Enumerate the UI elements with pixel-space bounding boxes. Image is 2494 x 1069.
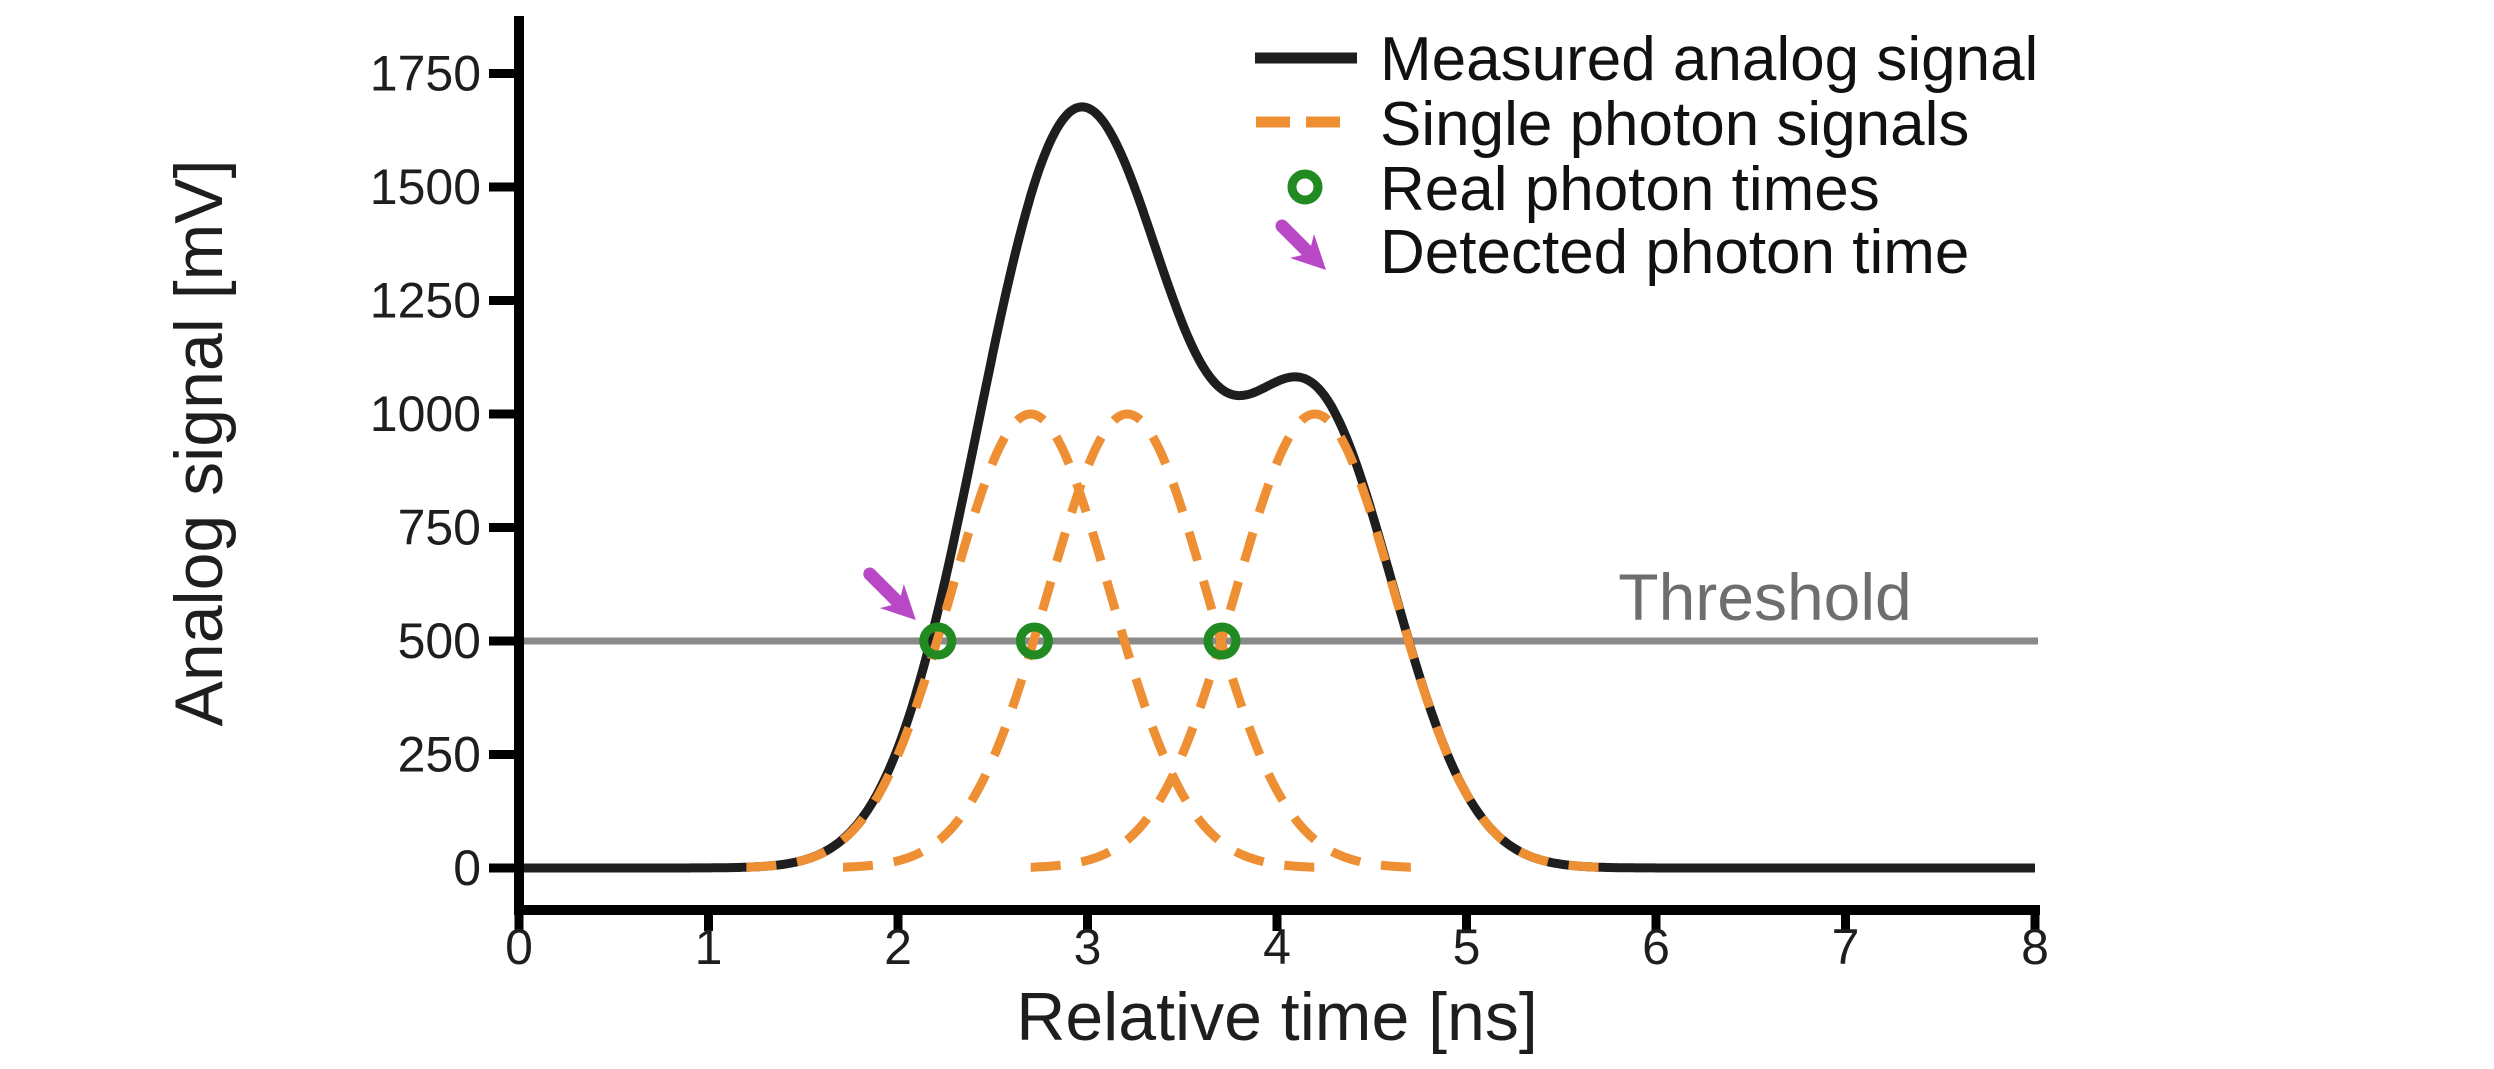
y-ticks <box>489 69 519 873</box>
real-photon-marker-2 <box>1015 622 1053 660</box>
x-tick-label-1: 1 <box>695 919 723 975</box>
single-photon-pulse-2 <box>840 409 1415 872</box>
y-tick-label-0: 0 <box>453 840 481 896</box>
single-photon-pulse-1 <box>743 409 1318 872</box>
legend-item-real-photon: Real photon times <box>1287 155 1880 224</box>
x-tick-label-0: 0 <box>505 919 533 975</box>
real-photon-marker-3 <box>1203 622 1241 660</box>
x-tick-label-5: 5 <box>1453 919 1481 975</box>
open-circle-icon <box>1287 169 1323 205</box>
legend-item-single-photon: Single photon signals <box>1256 90 1969 159</box>
y-tick-label-1250: 1250 <box>370 273 481 329</box>
single-photon-pulse-3 <box>1028 409 1602 872</box>
legend-item-measured: Measured analog signal <box>1255 25 2038 94</box>
detected-photon-arrow <box>863 567 916 621</box>
y-tick-label-250: 250 <box>398 727 481 783</box>
x-axis-label: Relative time [ns] <box>1016 979 1538 1055</box>
x-tick-label-3: 3 <box>1074 919 1102 975</box>
x-axis: 0 1 2 3 4 5 6 7 8 Relative time [ns] <box>505 905 2049 1055</box>
real-photon-marker-1 <box>919 622 957 660</box>
y-tick-labels: 0 250 500 750 1000 1250 1500 1750 <box>370 46 481 897</box>
legend-label-real-photon: Real photon times <box>1380 155 1880 224</box>
single-photon-pulses <box>743 409 1602 872</box>
arrow-icon <box>1275 219 1327 271</box>
y-axis-label: Analog signal [mV] <box>161 160 237 727</box>
x-ticks <box>514 906 2040 931</box>
y-tick-label-1750: 1750 <box>370 46 481 102</box>
x-tick-label-8: 8 <box>2021 919 2049 975</box>
legend-label-measured: Measured analog signal <box>1380 25 2038 94</box>
x-tick-label-2: 2 <box>884 919 912 975</box>
legend-label-single-photon: Single photon signals <box>1380 90 1969 159</box>
x-tick-labels: 0 1 2 3 4 5 6 7 8 <box>505 919 2049 975</box>
real-photon-markers <box>919 622 1241 660</box>
y-tick-label-750: 750 <box>398 500 481 556</box>
y-tick-label-500: 500 <box>398 613 481 669</box>
threshold-label: Threshold <box>1618 560 1912 634</box>
x-tick-label-4: 4 <box>1263 919 1291 975</box>
y-tick-label-1500: 1500 <box>370 159 481 215</box>
legend: Measured analog signal Single photon sig… <box>1255 25 2038 287</box>
x-tick-label-7: 7 <box>1832 919 1860 975</box>
legend-label-detected: Detected photon time <box>1380 218 1969 287</box>
y-tick-label-1000: 1000 <box>370 386 481 442</box>
detected-arrow-shaft <box>863 567 916 621</box>
x-tick-label-6: 6 <box>1642 919 1670 975</box>
legend-item-detected: Detected photon time <box>1275 218 1969 287</box>
y-axis: 0 250 500 750 1000 1250 1500 1750 Analog signal… <box>161 16 524 915</box>
